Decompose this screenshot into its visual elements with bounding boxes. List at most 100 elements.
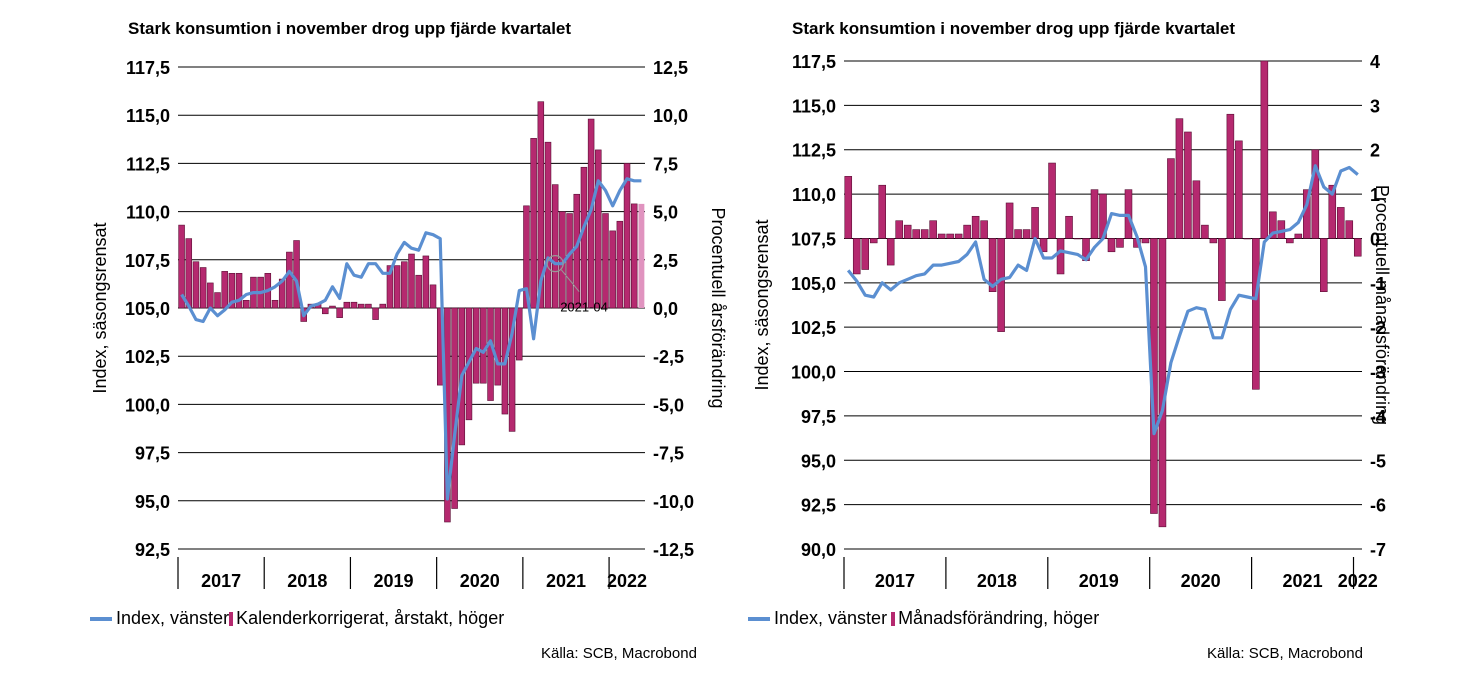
y-tick-right: 12,5	[653, 58, 688, 78]
bar	[393, 265, 401, 309]
x-tick-label: 2018	[977, 571, 1017, 591]
y-tick-right: -12,5	[653, 540, 694, 560]
bar	[1226, 113, 1235, 239]
y-tick-left: 102,5	[791, 318, 836, 338]
bar	[1065, 215, 1073, 239]
bar	[329, 305, 336, 309]
bar	[1014, 229, 1022, 239]
y-tick-left: 112,5	[126, 154, 170, 174]
y-tick-right: -2	[1370, 318, 1386, 338]
bar	[580, 166, 588, 309]
x-tick-label: 2017	[201, 571, 241, 591]
y-tick-left: 105,0	[791, 274, 836, 294]
bar	[1048, 162, 1056, 239]
bar	[365, 303, 372, 309]
source-note: Källa: SCB, Macrobond	[541, 645, 697, 662]
bar	[1353, 238, 1362, 257]
bar	[336, 307, 343, 318]
chart-panel-right: Stark konsumtion i november drog upp fjä…	[740, 0, 1474, 680]
bar	[408, 253, 415, 309]
bar	[1039, 238, 1048, 253]
y-axis-title-right: Procentuell månadsförändring	[1372, 185, 1392, 425]
y-tick-left: 102,5	[125, 347, 170, 367]
bar	[1184, 131, 1192, 239]
legend-item-index: Index, vänster	[90, 608, 229, 629]
y-tick-left: 92,5	[135, 540, 170, 560]
chart-panel-left: Stark konsumtion i november drog upp fjä…	[90, 19, 728, 662]
bar	[235, 272, 243, 309]
bar	[271, 299, 279, 309]
bar	[1345, 220, 1354, 239]
bar	[293, 240, 300, 309]
bar	[1175, 118, 1184, 239]
x-tick-label: 2022	[1338, 571, 1378, 591]
chart-left: 117,5 115,0 112,5 110,0 107,5 105,0 102,5 100,0…	[90, 58, 728, 591]
y-tick-right: 5,0	[653, 203, 678, 223]
annotation-leader	[560, 269, 580, 292]
x-tick-label: 2018	[287, 571, 327, 591]
y-tick-right: 3	[1370, 96, 1380, 116]
source-note: Källa: SCB, Macrobond	[1207, 645, 1363, 662]
y-tick-right: 10,0	[653, 106, 688, 126]
y-axis-title-left: Index, säsongsrensat	[752, 219, 772, 390]
bar	[1073, 238, 1082, 240]
legend-item-bars: Månadsförändring, höger	[891, 608, 1099, 629]
bar	[988, 238, 997, 292]
bar	[566, 213, 573, 309]
legend-item-bars: Kalenderkorrigerat, årstakt, höger	[229, 608, 504, 629]
bar	[912, 229, 920, 239]
bar	[929, 220, 937, 239]
index-line	[180, 177, 642, 501]
y-tick-left: 105,0	[125, 299, 170, 319]
bar	[971, 215, 980, 239]
bar	[1286, 238, 1294, 244]
y-tick-right: -5	[1370, 451, 1386, 471]
x-tick-label: 2019	[374, 571, 414, 591]
y-tick-left: 115,0	[792, 96, 836, 116]
y-tick-left: 95,0	[801, 451, 836, 471]
bar	[516, 307, 523, 361]
y-tick-right: 1	[1370, 185, 1380, 205]
y-tick-left: 97,5	[135, 444, 170, 464]
bar	[1294, 233, 1303, 239]
legend-label: Index, vänster	[116, 608, 230, 628]
bar	[937, 233, 946, 239]
bar	[357, 303, 365, 309]
bar	[1320, 238, 1328, 292]
y-tick-left: 100,0	[791, 363, 836, 383]
bar	[494, 307, 501, 386]
x-tick-label: 2019	[1079, 571, 1119, 591]
bar	[429, 284, 437, 309]
bar	[322, 307, 329, 315]
bar	[878, 184, 886, 239]
y-tick-right: 7,5	[653, 154, 678, 174]
bar	[946, 233, 954, 239]
bar	[980, 220, 988, 239]
bar	[372, 307, 379, 320]
bar	[903, 224, 912, 239]
legend-item-index: Index, vänster	[748, 608, 887, 629]
bar	[886, 238, 895, 266]
y-tick-right: -4	[1370, 407, 1386, 427]
bar	[286, 251, 293, 309]
legend-swatch-bar	[891, 611, 896, 626]
bar	[954, 233, 963, 239]
bar	[243, 299, 250, 309]
bar	[472, 307, 480, 384]
chart-right: 117,5 115,0 112,5 110,0 107,5 105,0 102,5 100,0…	[752, 52, 1392, 591]
chart-title: Stark konsumtion i november drog upp fjä…	[128, 19, 572, 38]
bar	[343, 301, 351, 309]
bar	[1167, 158, 1175, 239]
bar	[1328, 184, 1337, 239]
bar	[1107, 238, 1116, 253]
bar	[379, 303, 387, 309]
bar	[1260, 60, 1269, 239]
bar	[523, 205, 530, 309]
bar	[638, 203, 645, 308]
bar	[1022, 229, 1031, 239]
y-tick-right: -6	[1370, 496, 1386, 516]
bar	[616, 220, 624, 309]
y-tick-right: 0,0	[653, 299, 678, 319]
bar	[1141, 238, 1150, 244]
y-tick-left: 115,0	[126, 106, 170, 126]
